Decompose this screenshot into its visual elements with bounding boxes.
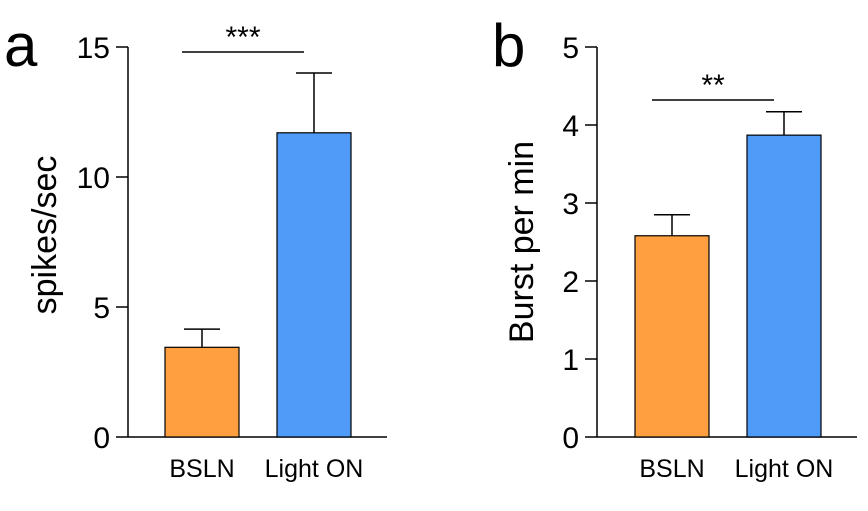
y-tick-label: 1 bbox=[562, 344, 579, 377]
y-tick-label: 5 bbox=[93, 292, 110, 325]
y-axis-label: spikes/sec bbox=[26, 156, 64, 315]
category-label: Light ON bbox=[735, 455, 834, 483]
significance-label: ** bbox=[701, 69, 725, 102]
category-label: BSLN bbox=[169, 455, 234, 483]
y-tick-label: 10 bbox=[77, 162, 110, 195]
panel-a: a spikes/sec 0 5 10 15 BSLN Light ON *** bbox=[4, 12, 387, 483]
y-tick-label: 0 bbox=[93, 422, 110, 455]
bar-light-on bbox=[276, 132, 352, 438]
plot-area-b: 0 1 2 3 4 5 BSLN Light ON ** bbox=[562, 32, 857, 483]
panel-b: b Burst per min 0 1 2 3 4 5 BSLN Light ON ** bbox=[492, 12, 857, 483]
category-label: Light ON bbox=[265, 455, 364, 483]
panel-letter-a: a bbox=[4, 12, 38, 79]
bar-bsln bbox=[164, 346, 240, 438]
category-label: BSLN bbox=[639, 455, 704, 483]
bar-light-on bbox=[746, 134, 822, 438]
y-tick-label: 0 bbox=[562, 422, 579, 455]
y-axis-label: Burst per min bbox=[503, 141, 541, 343]
bar-bsln bbox=[634, 235, 710, 438]
plot-area-a: 0 5 10 15 BSLN Light ON *** bbox=[77, 21, 387, 483]
panel-letter-b: b bbox=[492, 12, 525, 79]
significance-label: *** bbox=[225, 21, 260, 54]
y-tick-label: 2 bbox=[562, 266, 579, 299]
y-tick-label: 3 bbox=[562, 188, 579, 221]
y-tick-label: 15 bbox=[77, 32, 110, 65]
y-tick-label: 4 bbox=[562, 110, 579, 143]
y-tick-label: 5 bbox=[562, 32, 579, 65]
